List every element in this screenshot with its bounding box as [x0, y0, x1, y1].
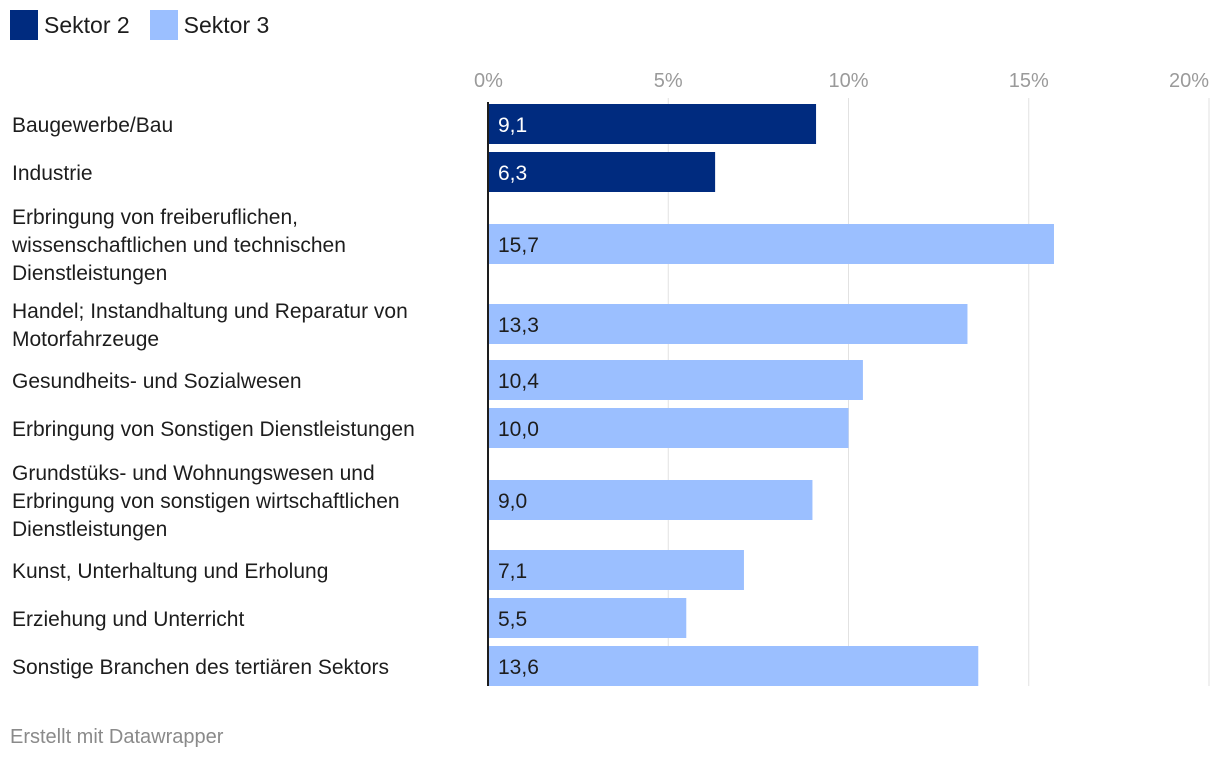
x-tick-label: 0% [474, 70, 503, 92]
category-label: Erziehung und Unterricht [12, 608, 244, 631]
bar-value-label: 9,1 [498, 114, 527, 137]
datawrapper-credit: Erstellt mit Datawrapper [10, 726, 224, 748]
bar [488, 598, 687, 638]
bar [488, 360, 863, 400]
category-label: Erbringung von Sonstigen Dienstleistunge… [12, 418, 415, 441]
legend-label-sektor-2: Sektor 2 [44, 11, 130, 38]
bar-value-label: 15,7 [498, 234, 539, 257]
category-label: Erbringung von sonstigen wirtschaftliche… [12, 490, 400, 513]
x-tick-label: 20% [1169, 70, 1209, 92]
x-tick-label: 15% [1009, 70, 1049, 92]
legend: Sektor 2 Sektor 3 [10, 10, 289, 40]
bar [488, 480, 813, 520]
bar-value-label: 13,3 [498, 314, 539, 337]
bar-value-label: 7,1 [498, 560, 527, 583]
bar-value-label: 10,0 [498, 418, 539, 441]
category-label: Erbringung von freiberuflichen, [12, 206, 298, 229]
category-label: Kunst, Unterhaltung und Erholung [12, 560, 328, 583]
x-tick-label: 5% [654, 70, 683, 92]
category-label: Baugewerbe/Bau [12, 114, 173, 137]
legend-swatch-sektor-3 [149, 10, 178, 40]
bar [488, 304, 968, 344]
bar [488, 646, 979, 686]
bar-value-label: 9,0 [498, 490, 527, 513]
bar [488, 152, 716, 192]
legend-label-sektor-3: Sektor 3 [183, 11, 270, 38]
bar [488, 408, 849, 448]
category-label: wissenschaftlichen und technischen [11, 234, 346, 257]
category-label: Grundstüks- und Wohnungswesen und [12, 462, 375, 485]
bar-value-label: 10,4 [498, 370, 539, 393]
x-tick-label: 10% [828, 70, 868, 92]
bar-value-label: 13,6 [498, 656, 539, 679]
bar-value-label: 5,5 [498, 608, 527, 631]
legend-item-sektor-2: Sektor 2 [10, 10, 130, 40]
bar [488, 104, 817, 144]
bar [488, 224, 1054, 264]
legend-item-sektor-3: Sektor 3 [149, 10, 270, 40]
bar-value-label: 6,3 [498, 162, 527, 185]
category-label: Industrie [12, 162, 93, 185]
bar [488, 550, 744, 590]
legend-swatch-sektor-2 [10, 10, 38, 40]
category-label: Sonstige Branchen des tertiären Sektors [12, 656, 389, 679]
category-label: Dienstleistungen [12, 518, 167, 541]
category-label: Gesundheits- und Sozialwesen [12, 370, 302, 393]
category-label: Motorfahrzeuge [12, 328, 159, 351]
category-label: Dienstleistungen [12, 262, 167, 285]
category-label: Handel; Instandhaltung und Reparatur von [12, 300, 408, 323]
